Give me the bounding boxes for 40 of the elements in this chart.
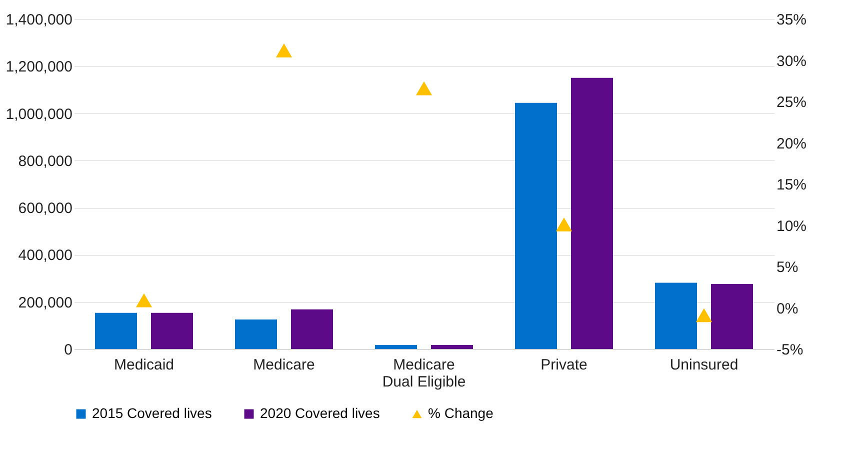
bar [431, 344, 473, 349]
y-tick-label: 1,200,000 [6, 58, 72, 76]
y2-tick-label: 5% [776, 259, 798, 276]
legend-label: % Change [428, 405, 494, 421]
bar [95, 312, 137, 349]
bar [571, 78, 613, 349]
y-tick-label: 1,400,000 [6, 12, 72, 28]
y2-tick-label: 20% [776, 135, 807, 152]
x-tick-label: Private [540, 356, 588, 374]
y2-tick-label: 35% [776, 12, 807, 28]
bar [375, 344, 417, 349]
bar [291, 309, 333, 349]
bar [655, 282, 697, 349]
point [696, 308, 712, 322]
y-tick-label: 400,000 [18, 247, 72, 264]
point [276, 43, 292, 58]
y-tick-label: 1,000,000 [6, 106, 72, 123]
x-tick-label: Medicaid [114, 356, 174, 374]
y-tick-label: 200,000 [18, 294, 72, 312]
legend-label: 2020 Covered lives [260, 405, 380, 421]
y-tick-label: 600,000 [18, 200, 72, 218]
bar [515, 102, 557, 349]
y2-tick-label: 0% [776, 300, 798, 318]
x-tick-label: Medicare Dual Eligible [382, 356, 466, 390]
legend-label: 2015 Covered lives [92, 405, 212, 421]
bar [235, 320, 277, 349]
y2-tick-label: 15% [776, 176, 807, 194]
y2-tick-label: 30% [776, 52, 807, 70]
x-tick-label: Medicare [253, 356, 315, 374]
x-tick-label: Uninsured [670, 356, 738, 374]
point [136, 293, 152, 308]
point [556, 217, 572, 232]
y2-tick-label: 10% [776, 218, 807, 235]
bar [711, 284, 753, 349]
y-tick-label: 800,000 [18, 152, 72, 170]
y-tick-label: 0 [64, 342, 72, 358]
bar [151, 312, 193, 349]
point [416, 81, 432, 96]
y2-tick-label: -5% [776, 342, 804, 358]
y2-tick-label: 25% [776, 94, 807, 111]
